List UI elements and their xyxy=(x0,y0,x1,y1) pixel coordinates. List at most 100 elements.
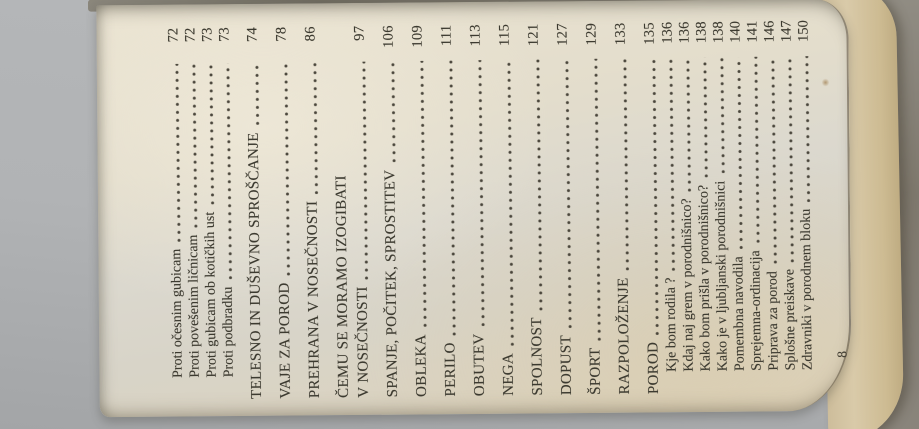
toc-entry-label: Priprava za porod xyxy=(765,271,782,371)
toc-entry-label: Proti povešenim ličnicam xyxy=(185,234,203,378)
toc-entry-page: 86 xyxy=(302,26,319,42)
toc-entry-label: OBLEKA xyxy=(413,334,430,398)
dot-leader xyxy=(557,59,574,329)
dot-leader xyxy=(678,57,693,192)
toc-entry: ŠPORT 129 xyxy=(581,23,606,395)
toc-entry: Proti podbradku 73 xyxy=(216,27,238,399)
toc-entry-label: Zdravniki v porodnem bloku xyxy=(798,208,816,371)
toc-entry: PREHRANA V NOSEČNOSTI 86 xyxy=(300,26,325,398)
toc-entry-page: 73 xyxy=(199,27,216,43)
dot-leader xyxy=(729,56,745,250)
dot-leader xyxy=(695,57,710,178)
toc-entry: SPOLNOST 121 xyxy=(523,23,548,395)
dot-leader xyxy=(586,58,603,341)
table-of-contents: Proti očesnim gubicam 72 Proti povešenim… xyxy=(165,20,850,400)
toc-entry: PERILO 111 xyxy=(436,24,461,396)
toc-entry-page: 115 xyxy=(496,23,513,47)
toc-entry-label: OBUTEV xyxy=(471,333,488,397)
toc-entry-label: PREHRANA V NOSEČNOSTI xyxy=(304,200,323,399)
toc-entry-page: 74 xyxy=(244,26,261,43)
toc-entry: NEGA 115 xyxy=(494,24,519,396)
toc-entry-label: Kje bom rodila ? xyxy=(663,277,680,372)
toc-entry-label: Kdaj naj grem v porodnišnico? xyxy=(679,198,697,372)
toc-entry-page: 140 xyxy=(727,20,744,43)
toc-entry-label: V NOSEČNOSTI xyxy=(354,286,372,398)
toc-entry-label: PERILO xyxy=(442,342,459,397)
toc-entry-label: RAZPOLOŽENJE xyxy=(615,277,633,395)
toc-entry: V NOSEČNOSTI 97 xyxy=(349,26,374,398)
toc-entry-page: 141 xyxy=(744,20,761,43)
toc-entry-label: NEGA xyxy=(500,352,517,396)
toc-entry-label: SPANJE, POČITEK, SPROSTITEV xyxy=(382,169,401,398)
toc-entry-page: 129 xyxy=(583,22,600,46)
toc-entry-page: 150 xyxy=(795,20,812,43)
toc-list: Proti očesnim gubicam 72 Proti povešenim… xyxy=(165,20,816,400)
dot-leader xyxy=(528,59,544,311)
toc-entry-page: 109 xyxy=(409,24,426,48)
toc-entry-page: 138 xyxy=(693,21,710,44)
toc-entry: TELESNO IN DUŠEVNO SPROŠČANJE 74 xyxy=(242,27,267,399)
toc-entry-page: 133 xyxy=(612,22,629,46)
toc-entry-page: 97 xyxy=(351,25,368,41)
toc-entry-label: Sprejemna-ordinacija xyxy=(748,250,765,371)
toc-entry-label: Kako je v ljubljanski porodnišnici xyxy=(713,180,731,372)
toc-entry-page: 72 xyxy=(165,27,182,43)
toc-entry-page: 111 xyxy=(438,24,455,47)
toc-entry-page: 146 xyxy=(761,20,778,43)
toc-entry-label: VAJE ZA POROD xyxy=(276,282,294,399)
dot-leader xyxy=(305,62,320,194)
dot-leader xyxy=(712,57,727,174)
toc-entry-label: POROD xyxy=(645,341,662,395)
page-stain xyxy=(822,78,829,87)
toc-entry-label: Splošne preiskave xyxy=(782,268,799,371)
toc-entry-page: 135 xyxy=(641,22,658,45)
dot-leader xyxy=(335,32,349,169)
dot-leader xyxy=(644,58,661,335)
toc-entry-label: Proti gubicam ob kotičkih ust xyxy=(202,211,220,378)
dot-leader xyxy=(441,60,458,336)
dot-leader xyxy=(763,56,779,265)
toc-entry-page: 127 xyxy=(554,23,571,46)
dot-leader xyxy=(499,59,516,347)
dot-leader xyxy=(354,61,370,280)
dot-leader xyxy=(201,63,216,205)
dot-leader xyxy=(383,61,398,163)
toc-entry: SPANJE, POČITEK, SPROSTITEV 106 xyxy=(378,25,403,397)
dot-leader xyxy=(412,60,429,328)
toc-entry-page: 136 xyxy=(659,21,676,44)
toc-entry: Zdravniki v porodnem bloku 150 xyxy=(795,20,817,392)
toc-entry-label: DOPUST xyxy=(558,334,575,396)
dot-leader xyxy=(470,60,487,327)
toc-entry: DOPUST 127 xyxy=(552,23,577,395)
toc-entry-label: ŠPORT xyxy=(587,347,604,395)
toc-entry-page: 73 xyxy=(216,27,233,42)
toc-entry-page: 78 xyxy=(273,26,290,42)
toc-entry-page: 106 xyxy=(380,25,397,49)
toc-entry-page: 138 xyxy=(710,21,727,44)
toc-entry-page: 147 xyxy=(778,20,795,43)
dot-leader xyxy=(797,56,812,202)
dot-leader xyxy=(184,63,199,228)
toc-entry: VAJE ZA POROD 78 xyxy=(271,26,296,399)
dot-leader xyxy=(167,63,183,242)
toc-entry: OBUTEV 113 xyxy=(465,24,490,396)
dot-leader xyxy=(780,56,796,263)
toc-entry: OBLEKA 109 xyxy=(407,25,432,397)
toc-entry: RAZPOLOŽENJE 133 xyxy=(610,22,635,394)
dot-leader xyxy=(615,58,631,271)
toc-entry-label: TELESNO IN DUŠEVNO SPROŠČANJE xyxy=(245,132,265,400)
toc-entry-page: 72 xyxy=(182,27,199,43)
toc-entry-label: Proti očesnim gubicam xyxy=(169,248,186,378)
toc-entry-label: ČEMU SE MORAMO IZOGIBATI xyxy=(333,175,352,398)
toc-entry-label: Pomembna navodila xyxy=(731,256,748,372)
dot-leader xyxy=(746,56,762,244)
toc-entry-page: 121 xyxy=(525,23,542,47)
dot-leader xyxy=(218,63,234,280)
dot-leader xyxy=(247,62,261,126)
toc-entry-label: Proti podbradku xyxy=(220,286,237,378)
dot-leader xyxy=(276,62,292,276)
toc-entry-page: 113 xyxy=(467,24,484,47)
dot-leader xyxy=(661,57,677,271)
toc-entry-label: SPOLNOST xyxy=(529,317,546,396)
